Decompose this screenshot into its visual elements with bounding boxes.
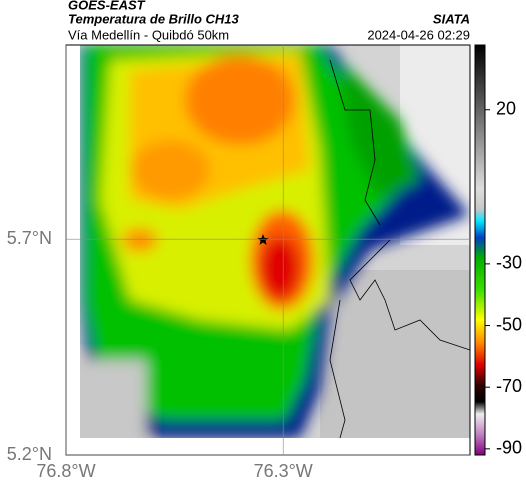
route: Vía Medellín - Quibdó 50km bbox=[68, 27, 229, 42]
colorbar-tick-label: -70 bbox=[496, 376, 522, 396]
x-tick-label: 76.8°W bbox=[36, 461, 95, 481]
imagery bbox=[66, 45, 470, 455]
x-tick-label: 76.3°W bbox=[254, 461, 313, 481]
colorbar bbox=[474, 44, 486, 456]
source: SIATA bbox=[433, 11, 470, 26]
datetime: 2024-04-26 02:29 bbox=[367, 27, 470, 42]
product: Temperatura de Brillo CH13 bbox=[68, 11, 240, 26]
colorbar-tick-label: 20 bbox=[496, 98, 516, 118]
axes: 76.8°W 76.3°W 5.2°N 5.7°N 20 -30 -50 -70 -90 bbox=[7, 45, 522, 481]
colorbar-tick-label: -50 bbox=[496, 314, 522, 334]
y-tick-label: 5.7°N bbox=[7, 228, 52, 248]
y-tick-label: 5.2°N bbox=[7, 444, 52, 464]
colorbar-tick-label: -90 bbox=[496, 438, 522, 458]
colorbar-tick-label: -30 bbox=[496, 253, 522, 273]
satellite: GOES-EAST bbox=[68, 0, 146, 12]
